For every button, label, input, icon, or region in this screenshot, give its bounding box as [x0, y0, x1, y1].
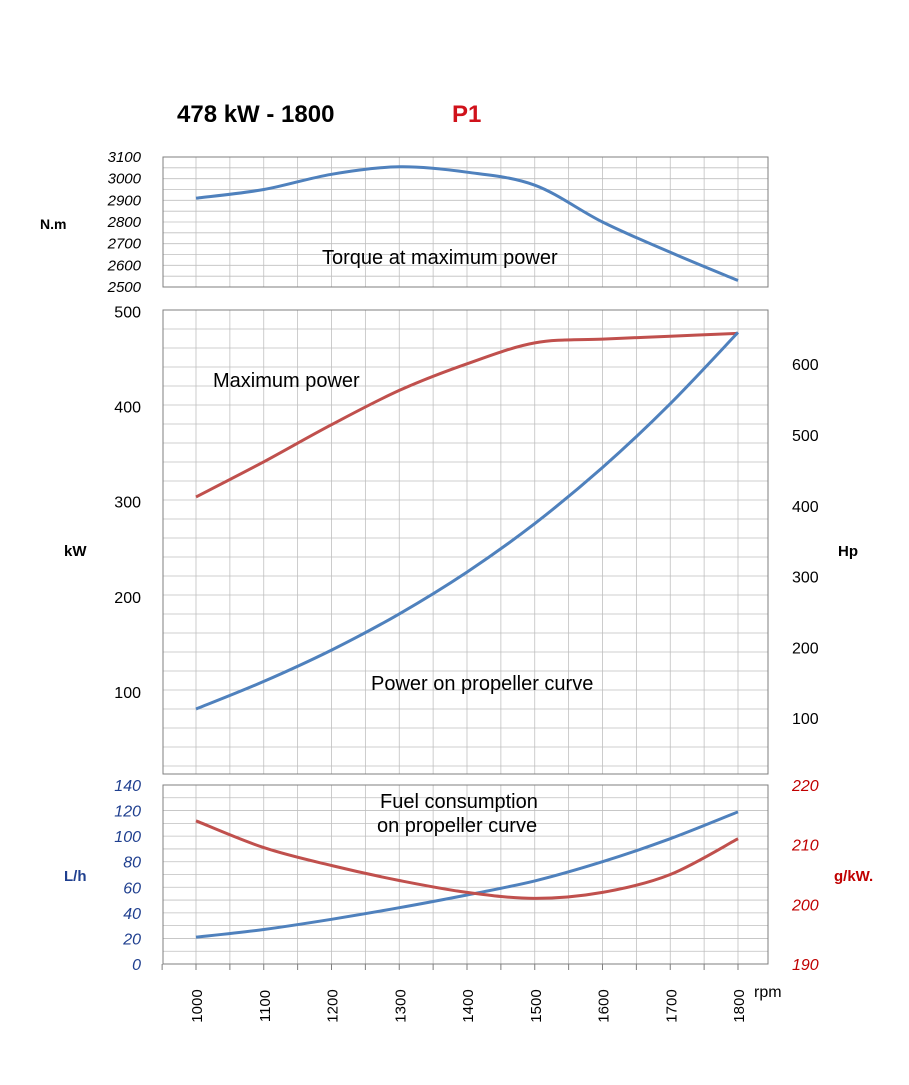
- power-y-tick-right: 400: [792, 499, 819, 516]
- torque-y-tick: 3000: [108, 171, 142, 188]
- x-tick-label: 1200: [325, 989, 342, 1022]
- fuel-y-tick-right: 220: [791, 778, 819, 795]
- power-y-tick: 200: [114, 590, 141, 607]
- power-y-tick-right: 200: [792, 640, 819, 657]
- model-code: P1: [452, 101, 482, 128]
- power-y-tick: 500: [114, 305, 141, 322]
- power-y-tick-right: 100: [792, 711, 819, 728]
- fuel-gkw-line: [195, 819, 739, 900]
- chart-title: 478 kW - 1800: [177, 101, 335, 128]
- x-tick-label: 1100: [257, 990, 274, 1022]
- plot-frame: [162, 784, 769, 965]
- fuel-y-tick-right: 190: [792, 957, 819, 974]
- torque-y-label: N.m: [40, 216, 66, 232]
- fuel-y-tick: 80: [123, 855, 141, 872]
- power-y-tick-right: 600: [792, 357, 819, 374]
- power-y-label: kW: [64, 543, 87, 560]
- torque-series-line: [195, 165, 739, 282]
- x-tick-label: 1800: [731, 989, 748, 1022]
- fuel-y-tick: 140: [114, 778, 141, 795]
- propeller-power-line: [195, 331, 740, 711]
- torque-y-tick: 2700: [107, 236, 142, 253]
- fuel-y-tick: 120: [114, 804, 141, 821]
- fuel-y-tick: 60: [123, 880, 141, 897]
- torque-y-tick: 2900: [107, 192, 142, 209]
- fuel-y-label-right: g/kW.: [834, 868, 873, 885]
- max-power-line: [195, 331, 739, 499]
- fuel-lh-line: [195, 810, 739, 939]
- power-y-label-right: Hp: [838, 543, 858, 560]
- x-axis-label: rpm: [754, 984, 782, 1001]
- x-tick-label: 1600: [596, 989, 613, 1022]
- fuel-y-tick: 20: [122, 931, 141, 948]
- power-y-tick-right: 500: [792, 428, 819, 445]
- x-tick-label: 1500: [528, 989, 545, 1022]
- fuel-annotation-line2: on propeller curve: [377, 815, 537, 837]
- power-y-tick: 400: [114, 400, 141, 417]
- torque-y-tick: 2600: [107, 257, 142, 274]
- fuel-y-tick-right: 210: [791, 838, 819, 855]
- max-power-label: Maximum power: [213, 370, 360, 392]
- x-tick-label: 1700: [663, 989, 680, 1022]
- fuel-y-tick: 0: [132, 957, 141, 974]
- plot-frame: [162, 309, 769, 775]
- power-y-tick: 100: [114, 685, 141, 702]
- plot-frame: [162, 156, 769, 288]
- torque-y-tick: 2800: [107, 214, 142, 231]
- torque-annotation: Torque at maximum power: [322, 247, 558, 269]
- power-y-tick-right: 300: [792, 570, 819, 587]
- torque-grid: [162, 156, 769, 288]
- torque-y-tick: 3100: [108, 149, 142, 166]
- power-y-tick: 300: [114, 495, 141, 512]
- fuel-y-tick: 100: [114, 829, 141, 846]
- fuel-y-tick: 40: [123, 906, 141, 923]
- fuel-y-label: L/h: [64, 868, 87, 885]
- fuel-y-tick-right: 200: [791, 897, 819, 914]
- fuel-annotation-line1: Fuel consumption: [380, 791, 538, 813]
- x-tick-label: 1300: [392, 989, 409, 1022]
- power-grid: [162, 309, 769, 775]
- propeller-power-label: Power on propeller curve: [371, 673, 593, 695]
- torque-y-tick: 2500: [107, 279, 142, 296]
- x-tick-label: 1000: [189, 989, 206, 1022]
- x-tick-label: 1400: [460, 989, 477, 1022]
